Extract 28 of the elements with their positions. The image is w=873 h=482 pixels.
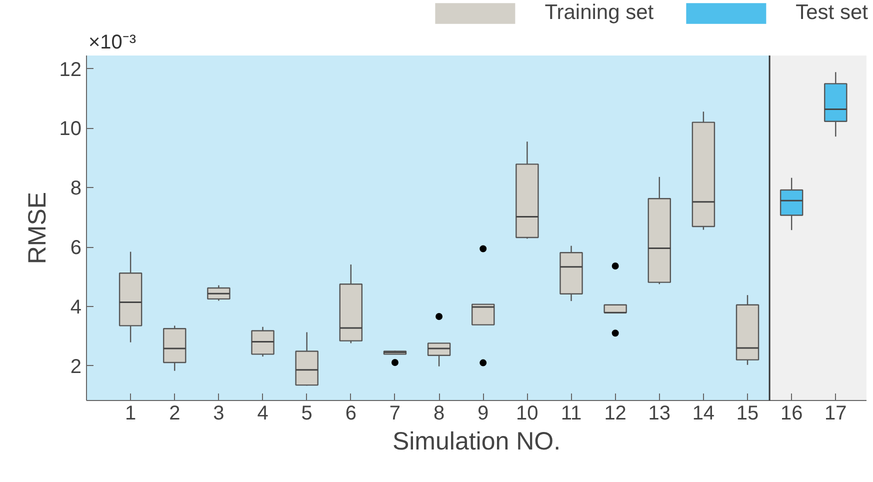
legend-label: Test set — [796, 1, 868, 25]
y-tick-label: 10 — [59, 118, 82, 140]
x-tick-label: 1 — [125, 402, 136, 424]
x-tick-label: 12 — [604, 402, 626, 424]
x-tick-label: 10 — [516, 402, 538, 424]
x-tick-label: 7 — [389, 402, 401, 424]
x-tick-label: 3 — [213, 402, 224, 424]
x-tick-label: 15 — [736, 402, 759, 424]
x-tick-label: 4 — [257, 402, 268, 424]
x-tick-label: 16 — [780, 402, 803, 424]
x-tick-label: 14 — [692, 402, 715, 424]
y-tick-label: 8 — [70, 178, 82, 200]
y-tick-label: 2 — [70, 356, 82, 378]
x-tick-label: 17 — [824, 402, 847, 424]
y-tick-label: 12 — [59, 58, 82, 81]
x-axis-title: Simulation NO. — [392, 428, 561, 456]
y-tick-label: 6 — [70, 237, 82, 259]
x-tick-label: 5 — [301, 402, 312, 424]
legend-label: Training set — [544, 1, 654, 25]
x-tick-label: 11 — [560, 402, 582, 424]
x-tick-label: 2 — [169, 402, 180, 424]
x-tick-label: 8 — [433, 402, 445, 424]
x-tick-label: 6 — [345, 402, 356, 424]
y-axis-title: RMSE — [23, 192, 52, 264]
x-tick-label: 13 — [648, 402, 671, 424]
text: ×10⁻³ — [88, 32, 136, 54]
x-tick-label: 9 — [478, 402, 489, 424]
y-tick-label: 4 — [70, 296, 82, 318]
